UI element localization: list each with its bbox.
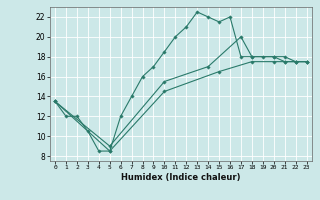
X-axis label: Humidex (Indice chaleur): Humidex (Indice chaleur) <box>121 173 241 182</box>
